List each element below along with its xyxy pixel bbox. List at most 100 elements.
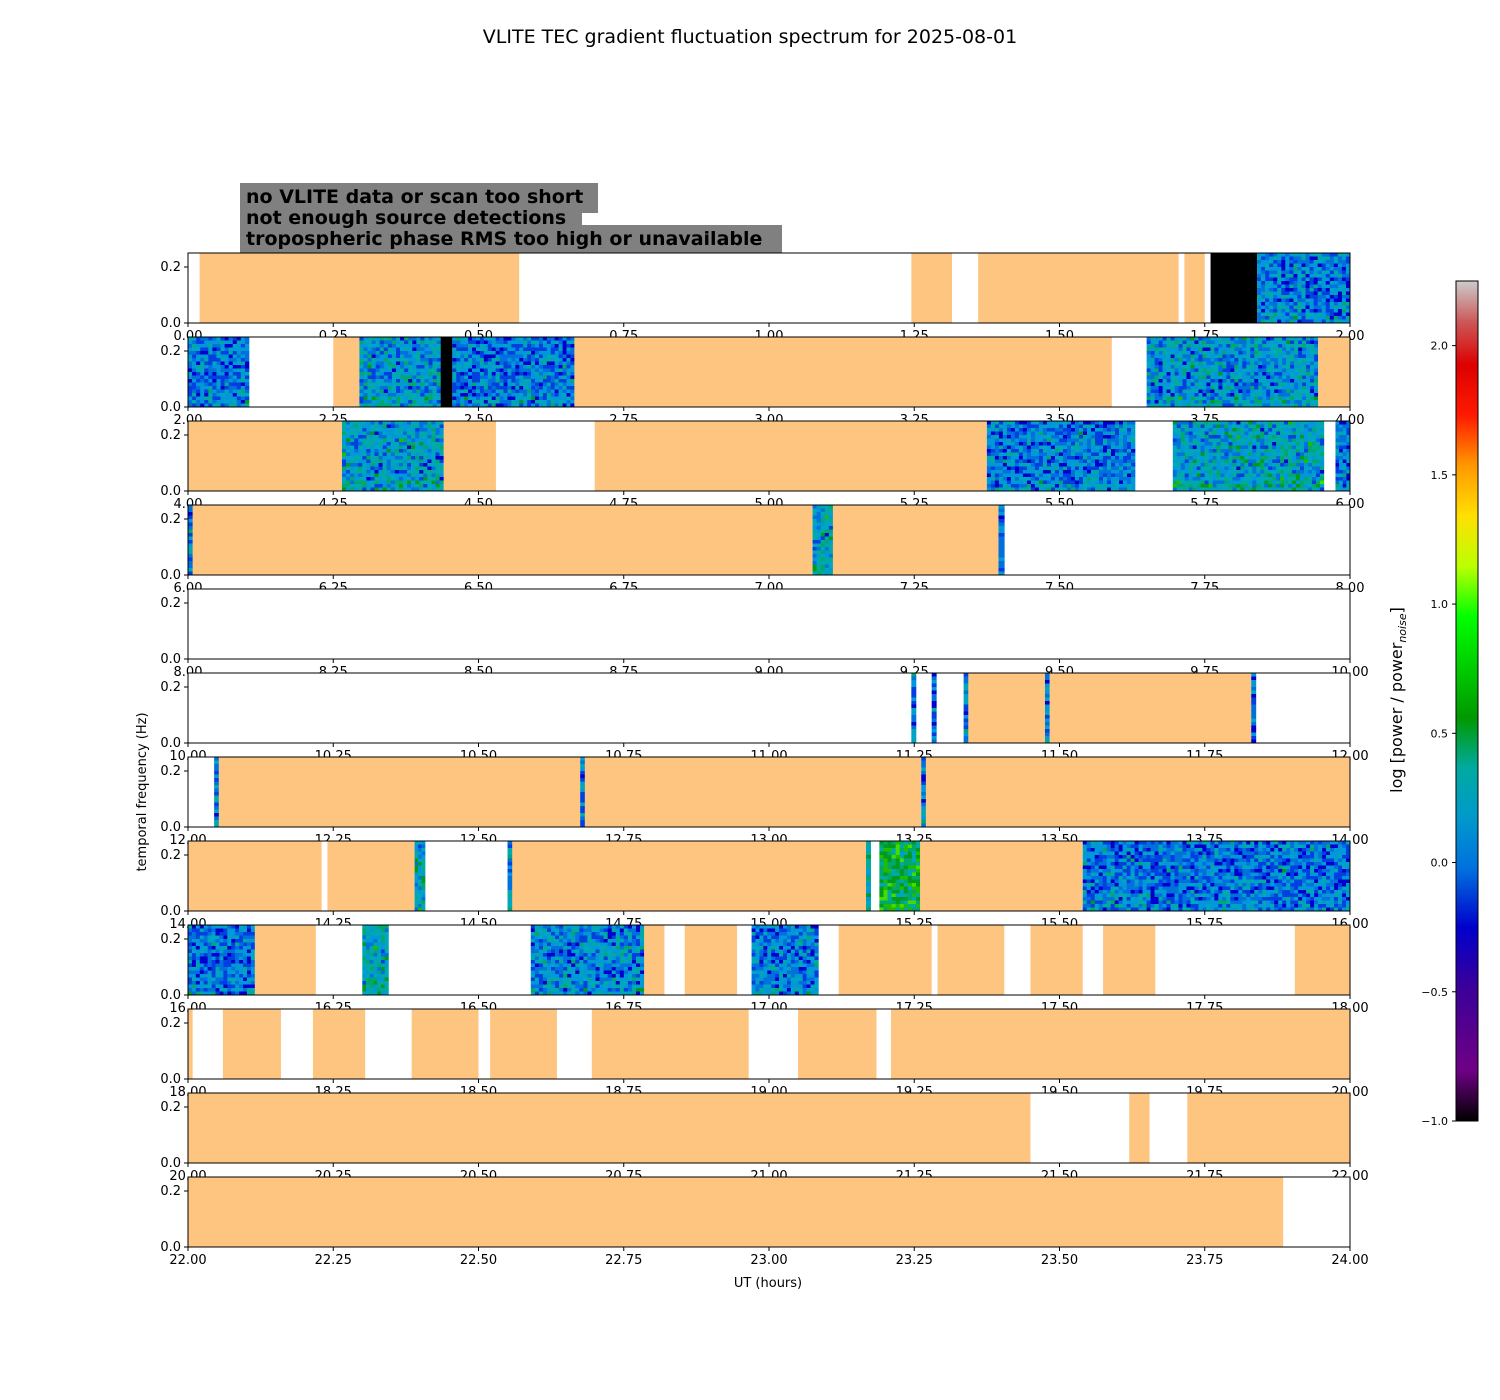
colorbar-tick-label: 0.0 bbox=[1431, 857, 1449, 870]
y-tick-label: 0.0 bbox=[160, 400, 181, 415]
tropo-block bbox=[327, 841, 415, 911]
spectrum-block bbox=[998, 505, 1005, 576]
tropo-block bbox=[838, 925, 932, 995]
tropo-block bbox=[920, 841, 1083, 911]
panel-3: 0.00.26.00 6.25 6.50 6.75 7.00 7.25 7.50 7.75 8.… bbox=[160, 504, 1364, 596]
y-tick-label: 0.2 bbox=[160, 764, 181, 779]
spectrum-block bbox=[530, 925, 645, 996]
panel-stack: 0.00.20.00 0.25 0.50 0.75 1.00 1.25 1.50 1.75 2.… bbox=[160, 252, 1369, 1268]
x-tick-label: 23.00 bbox=[750, 1253, 787, 1268]
tropo-block bbox=[199, 253, 520, 323]
y-axis-label: temporal frequency (Hz) bbox=[135, 712, 150, 871]
spectrum-block bbox=[866, 841, 871, 912]
tropo-block bbox=[584, 757, 922, 827]
spectrum-block bbox=[214, 757, 220, 828]
tropo-block bbox=[1318, 337, 1350, 407]
y-tick-label: 0.2 bbox=[160, 932, 181, 947]
panel-8: 0.00.216.00 16.25 16.50 16.75 17.00 17.25 17.5… bbox=[160, 924, 1369, 1016]
spectrum-block bbox=[751, 925, 819, 996]
y-tick-label: 0.0 bbox=[160, 652, 181, 667]
x-tick-label: 22.00 bbox=[169, 1253, 206, 1268]
tropo-block bbox=[591, 1009, 749, 1079]
panel-2: 0.00.24.00 4.25 4.50 4.75 5.00 5.25 5.50 5.75 6.… bbox=[160, 420, 1364, 512]
tropo-block bbox=[684, 925, 738, 995]
y-tick-label: 0.2 bbox=[160, 848, 181, 863]
spectrum-block bbox=[507, 841, 513, 912]
spectrum-block bbox=[963, 673, 969, 744]
y-tick-label: 0.0 bbox=[160, 568, 181, 583]
spectrum-block bbox=[1172, 421, 1325, 492]
spectrum-block bbox=[1335, 421, 1351, 492]
y-tick-label: 0.2 bbox=[160, 1184, 181, 1199]
y-tick-label: 0.2 bbox=[160, 428, 181, 443]
y-tick-label: 0.2 bbox=[160, 344, 181, 359]
few-detections-block bbox=[1210, 253, 1258, 323]
spectrum-block bbox=[341, 421, 444, 492]
y-tick-label: 0.2 bbox=[160, 680, 181, 695]
x-axis-label: UT (hours) bbox=[734, 1276, 802, 1291]
colorbar-tick-label: 2.0 bbox=[1431, 340, 1449, 353]
panel-0: 0.00.20.00 0.25 0.50 0.75 1.00 1.25 1.50 1.75 2.… bbox=[160, 252, 1364, 344]
tropo-block bbox=[574, 337, 1112, 407]
x-tick-label: 23.25 bbox=[896, 1253, 933, 1268]
y-tick-label: 0.2 bbox=[160, 512, 181, 527]
x-tick-label: 22.25 bbox=[315, 1253, 352, 1268]
tropo-block bbox=[333, 337, 360, 407]
tropo-block bbox=[832, 505, 999, 575]
tropo-block bbox=[218, 757, 581, 827]
colorbar-label-main: log [power / power bbox=[1387, 642, 1406, 793]
tropo-block bbox=[1294, 925, 1350, 995]
y-tick-label: 0.0 bbox=[160, 1240, 181, 1255]
tropo-block bbox=[925, 757, 1350, 827]
panel-1: 0.00.22.00 2.25 2.50 2.75 3.00 3.25 3.50 3.75 4.… bbox=[160, 336, 1364, 428]
tropo-block bbox=[594, 421, 987, 491]
spectrum-block bbox=[911, 673, 917, 744]
chart-title: VLITE TEC gradient fluctuation spectrum … bbox=[483, 26, 1017, 48]
spectrum-block bbox=[188, 337, 250, 408]
tropo-block bbox=[891, 1009, 1350, 1079]
tropo-block bbox=[188, 421, 342, 491]
colorbar-tick-label: 1.0 bbox=[1431, 598, 1449, 611]
colorbar-tick-label: −1.0 bbox=[1421, 1115, 1448, 1128]
x-tick-label: 23.50 bbox=[1041, 1253, 1078, 1268]
tropo-block bbox=[937, 925, 1005, 995]
tropo-block bbox=[911, 253, 953, 323]
legend-label-few-detections: not enough source detections bbox=[246, 207, 566, 229]
tropo-block bbox=[490, 1009, 557, 1079]
y-tick-label: 0.2 bbox=[160, 260, 181, 275]
tropo-block bbox=[1129, 1093, 1150, 1163]
colorbar-ticks: −1.0 −0.5 0.0 0.5 1.0 1.5 2.0 bbox=[1421, 340, 1456, 1128]
tropo-block bbox=[1184, 253, 1205, 323]
colorbar-tick-label: 0.5 bbox=[1431, 727, 1449, 740]
tropo-block bbox=[1187, 1093, 1350, 1163]
tropo-block bbox=[192, 505, 813, 575]
spectrum-block bbox=[812, 505, 834, 576]
legend-box-tropo bbox=[240, 225, 782, 254]
panel-6: 0.00.212.00 12.25 12.50 12.75 13.00 13.25 13.5… bbox=[160, 756, 1369, 848]
panel-10: 0.00.220.00 20.25 20.50 20.75 21.00 21.25 21.5… bbox=[160, 1092, 1369, 1184]
y-tick-label: 0.0 bbox=[160, 820, 181, 835]
colorbar-tick-label: −0.5 bbox=[1421, 986, 1448, 999]
tropo-block bbox=[411, 1009, 479, 1079]
spectrum-block bbox=[1251, 673, 1257, 744]
tropo-block bbox=[1049, 673, 1252, 743]
y-tick-label: 0.2 bbox=[160, 1100, 181, 1115]
spectrum-block bbox=[580, 757, 586, 828]
colorbar-label-sub: noise bbox=[1396, 613, 1409, 642]
panel-4: 0.00.28.00 8.25 8.50 8.75 9.00 9.25 9.50 9.75 10… bbox=[160, 588, 1369, 680]
panel-9: 0.00.218.00 18.25 18.50 18.75 19.00 19.25 19.5… bbox=[160, 1008, 1369, 1100]
tropo-block bbox=[188, 1093, 1031, 1163]
panel-7: 0.00.214.00 14.25 14.50 14.75 15.00 15.25 15.5… bbox=[160, 840, 1369, 932]
few-detections-block bbox=[440, 337, 453, 407]
tropo-block bbox=[1103, 925, 1156, 995]
y-tick-label: 0.0 bbox=[160, 484, 181, 499]
x-tick-label: 22.50 bbox=[460, 1253, 497, 1268]
spectrum-block bbox=[362, 925, 389, 996]
tropo-block bbox=[443, 421, 496, 491]
spectrum-block bbox=[921, 757, 927, 828]
tropo-block bbox=[978, 253, 1179, 323]
spectrum-block bbox=[879, 841, 921, 912]
colorbar-tick-label: 1.5 bbox=[1431, 469, 1449, 482]
legend-label-no-data: no VLITE data or scan too short bbox=[246, 186, 583, 208]
